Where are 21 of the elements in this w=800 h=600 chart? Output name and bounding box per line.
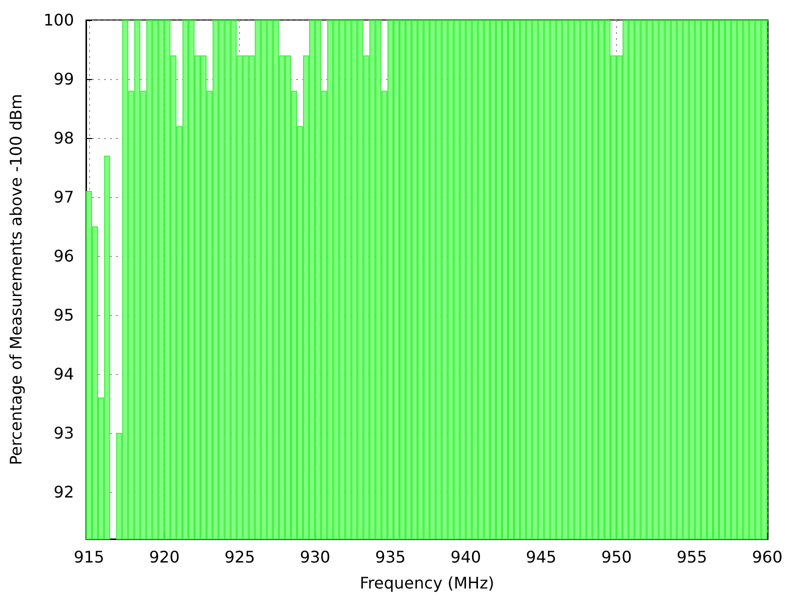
y-tick-label: 95 — [54, 305, 74, 324]
x-tick-label: 925 — [224, 548, 256, 566]
x-axis-title: Frequency (MHz) — [360, 574, 494, 592]
x-tick-label: 945 — [526, 548, 556, 566]
x-tick-label: 950 — [601, 548, 632, 566]
x-tick-label: 940 — [450, 548, 482, 566]
x-tick-label: 935 — [375, 548, 406, 566]
x-tick-label: 955 — [676, 548, 708, 566]
y-tick-label: 98 — [54, 128, 74, 148]
x-tick-label: 915 — [74, 548, 104, 566]
y-tick-label: 92 — [54, 482, 74, 502]
y-tick-label: 97 — [54, 187, 74, 206]
x-tick-label: 930 — [300, 548, 330, 566]
y-tick-label: 93 — [54, 423, 74, 442]
x-tick-label: 960 — [752, 548, 783, 566]
y-tick-label: 94 — [54, 364, 74, 384]
y-axis-title: Percentage of Measurements above -100 dBm — [6, 94, 26, 466]
y-tick-label: 99 — [54, 69, 74, 88]
x-tick-label: 920 — [149, 548, 180, 566]
y-tick-label: 96 — [54, 246, 74, 266]
y-tick-label: 100 — [43, 10, 74, 30]
